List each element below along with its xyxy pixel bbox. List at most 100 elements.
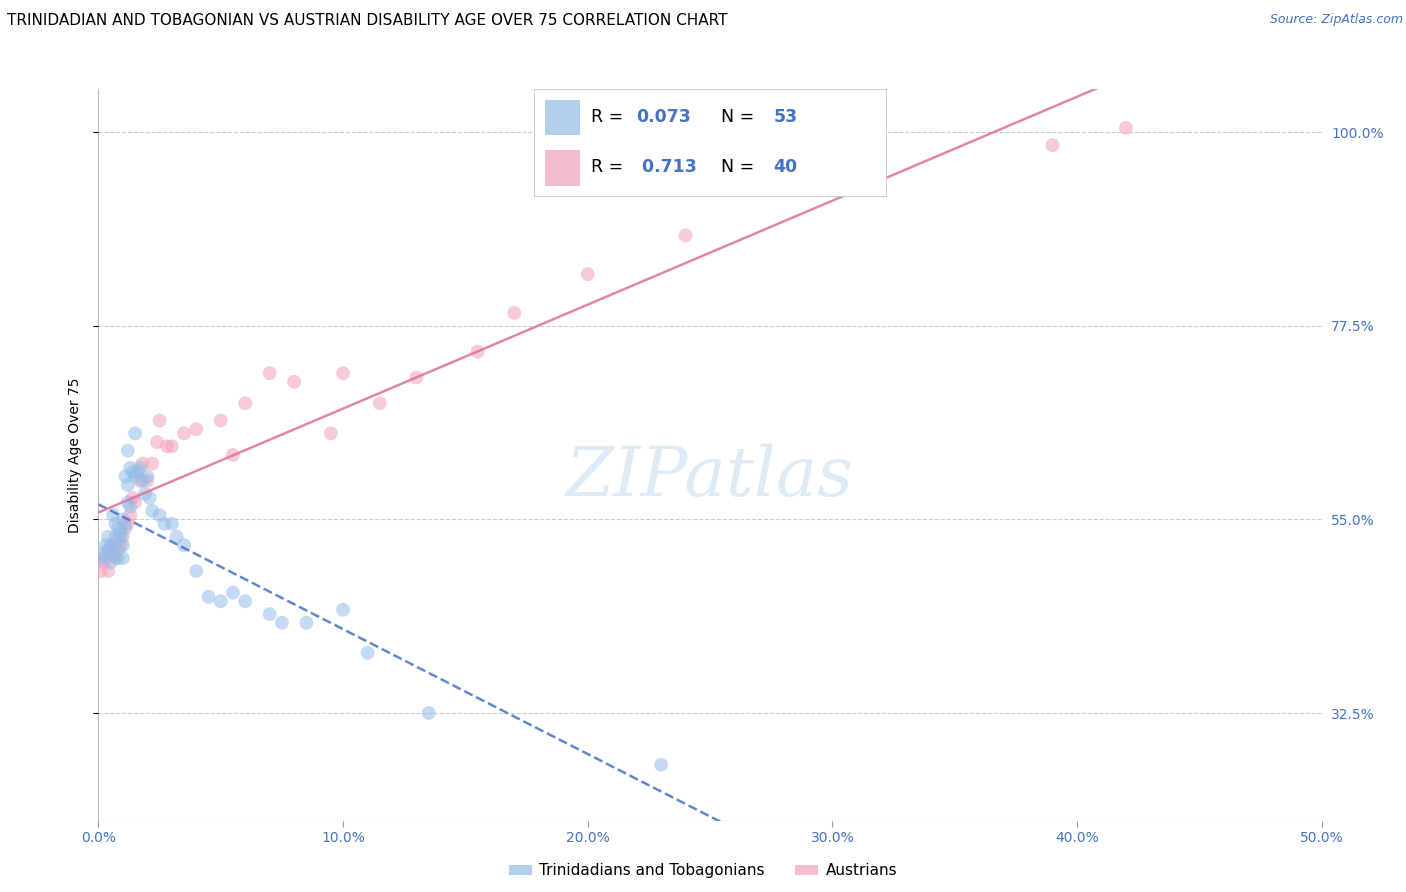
Point — [120, 460, 142, 475]
Point — [1115, 120, 1137, 135]
Point — [107, 521, 129, 535]
Point — [270, 615, 294, 630]
Text: TRINIDADIAN AND TOBAGONIAN VS AUSTRIAN DISABILITY AGE OVER 75 CORRELATION CHART: TRINIDADIAN AND TOBAGONIAN VS AUSTRIAN D… — [7, 13, 727, 29]
Point — [124, 469, 146, 483]
Point — [117, 516, 139, 531]
Point — [209, 413, 232, 427]
Text: R =: R = — [591, 159, 623, 177]
Point — [233, 594, 256, 608]
Point — [156, 439, 179, 453]
Point — [104, 551, 127, 566]
Point — [111, 530, 134, 544]
Point — [101, 538, 124, 552]
Point — [368, 396, 391, 410]
Point — [1042, 138, 1064, 153]
Point — [124, 426, 146, 441]
Point — [110, 525, 132, 540]
Point — [173, 426, 195, 441]
Point — [332, 603, 354, 617]
Point — [259, 366, 281, 380]
Point — [90, 564, 112, 578]
Text: 53: 53 — [773, 108, 797, 126]
Point — [160, 439, 183, 453]
Point — [153, 516, 176, 531]
Text: 40: 40 — [773, 159, 797, 177]
Point — [576, 267, 599, 281]
Point — [97, 564, 120, 578]
Text: N =: N = — [721, 108, 754, 126]
Point — [114, 516, 136, 531]
Point — [149, 413, 172, 427]
Point — [91, 547, 114, 561]
Y-axis label: Disability Age Over 75: Disability Age Over 75 — [67, 377, 82, 533]
Point — [141, 457, 163, 471]
Point — [139, 491, 162, 505]
Point — [121, 465, 143, 479]
Point — [90, 551, 112, 566]
Point — [124, 495, 146, 509]
Point — [186, 422, 208, 436]
Point — [467, 344, 489, 359]
Legend: Trinidadians and Tobagonians, Austrians: Trinidadians and Tobagonians, Austrians — [502, 857, 904, 884]
Text: ZIPatlas: ZIPatlas — [567, 443, 853, 510]
Point — [100, 556, 122, 570]
Point — [97, 542, 120, 557]
Point — [173, 538, 195, 552]
Point — [111, 512, 134, 526]
Point — [114, 469, 136, 483]
Point — [160, 516, 183, 531]
Point — [107, 542, 129, 557]
Point — [319, 426, 342, 441]
Point — [675, 228, 697, 243]
Point — [197, 590, 219, 604]
Point — [91, 556, 114, 570]
Bar — [544, 150, 579, 186]
Point — [101, 508, 124, 523]
Text: 0.713: 0.713 — [636, 159, 697, 177]
Point — [650, 757, 672, 772]
Point — [209, 594, 232, 608]
Point — [101, 547, 124, 561]
Point — [104, 516, 127, 531]
Point — [146, 435, 169, 450]
Point — [117, 478, 139, 492]
Point — [136, 469, 159, 483]
Point — [94, 538, 117, 552]
Point — [97, 530, 120, 544]
Point — [136, 474, 159, 488]
Point — [127, 465, 149, 479]
Text: R =: R = — [591, 108, 623, 126]
Point — [104, 538, 127, 552]
Text: Source: ZipAtlas.com: Source: ZipAtlas.com — [1270, 13, 1403, 27]
Point — [111, 551, 134, 566]
Point — [110, 530, 132, 544]
Point — [295, 615, 318, 630]
Bar — [544, 100, 579, 136]
Point — [120, 508, 142, 523]
Point — [100, 542, 122, 557]
Point — [131, 474, 153, 488]
Point — [356, 646, 378, 660]
Point — [222, 585, 245, 599]
Point — [129, 460, 152, 475]
Point — [405, 370, 427, 384]
Text: N =: N = — [721, 159, 754, 177]
Point — [503, 306, 526, 320]
Point — [104, 530, 127, 544]
Point — [141, 504, 163, 518]
Point — [110, 538, 132, 552]
Point — [186, 564, 208, 578]
Point — [121, 491, 143, 505]
Point — [94, 551, 117, 566]
Point — [259, 607, 281, 621]
Point — [134, 486, 156, 500]
Point — [149, 508, 172, 523]
Point — [283, 375, 305, 389]
Point — [131, 457, 153, 471]
Point — [117, 495, 139, 509]
Point — [166, 530, 188, 544]
Point — [111, 538, 134, 552]
Point — [222, 448, 245, 462]
Point — [418, 706, 440, 720]
Point — [332, 366, 354, 380]
